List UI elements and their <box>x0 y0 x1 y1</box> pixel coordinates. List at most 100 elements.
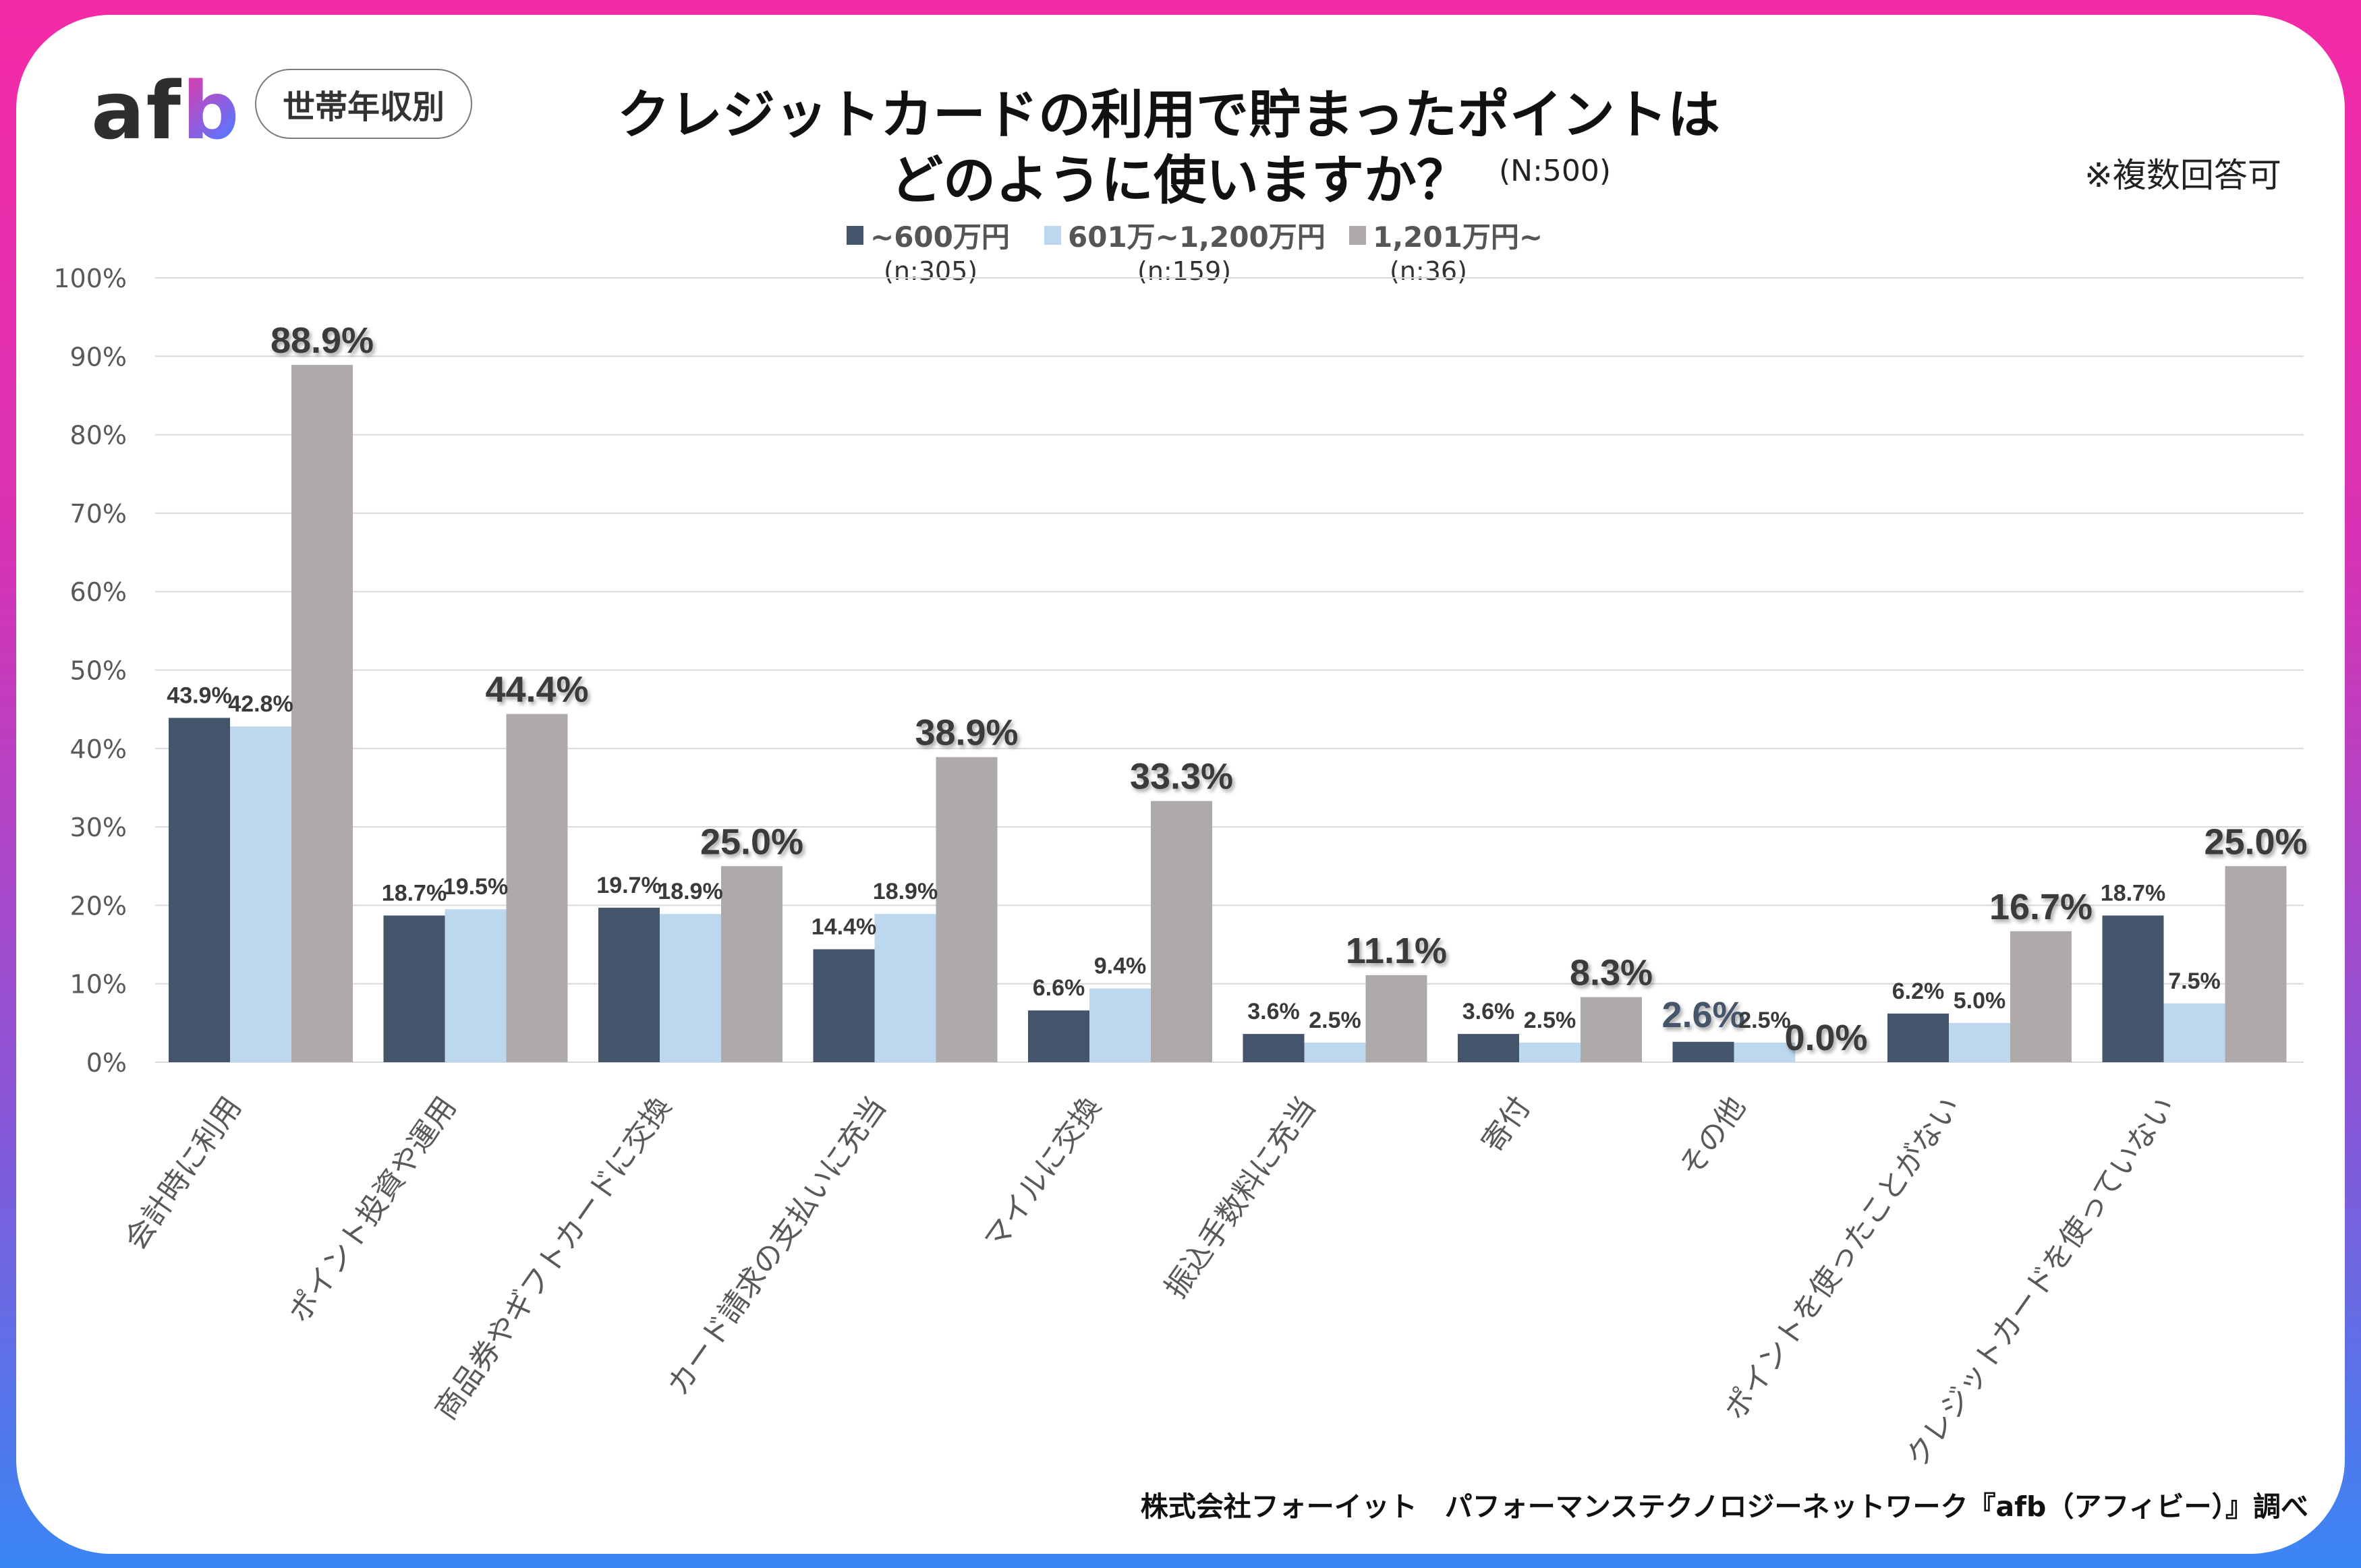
data-label: 11.1% <box>1346 931 1447 971</box>
data-label: 5.0% <box>1954 988 2006 1014</box>
data-label: 8.3% <box>1570 952 1653 993</box>
bar-3-3 <box>721 866 783 1062</box>
bar-3-2 <box>506 714 568 1062</box>
bar-1-2 <box>383 915 445 1062</box>
bar-1-5 <box>1028 1010 1089 1062</box>
y-tick-label: 50% <box>70 656 127 686</box>
bar-2-10 <box>2163 1003 2225 1062</box>
y-tick-label: 20% <box>70 891 127 921</box>
legend-item-series1: ~600万円 <box>847 214 1010 256</box>
data-label: 19.5% <box>443 874 508 900</box>
y-tick-label: 90% <box>70 342 127 372</box>
bar-2-6 <box>1304 1042 1366 1062</box>
bar-1-10 <box>2102 915 2164 1062</box>
y-tick-label: 60% <box>70 577 127 607</box>
data-label: 16.7% <box>1989 887 2093 927</box>
data-label: 6.6% <box>1033 975 1085 1001</box>
data-label: 3.6% <box>1462 999 1515 1024</box>
category-label: 振込手数料に充当 <box>1158 1091 1323 1305</box>
legend-swatch-series2 <box>1044 225 1061 245</box>
data-label: 43.9% <box>167 683 231 708</box>
bar-1-9 <box>1887 1013 1949 1062</box>
legend-label: ~600万円 <box>870 221 1010 254</box>
y-tick-label: 0% <box>86 1048 127 1078</box>
data-label: 25.0% <box>700 821 803 862</box>
bar-3-7 <box>1581 997 1642 1062</box>
bar-3-10 <box>2225 866 2287 1062</box>
bar-2-9 <box>1949 1022 2010 1062</box>
legend-n-series3: (n:36) <box>1390 256 1467 286</box>
multiple-answer-note: ※複数回答可 <box>2084 156 2281 195</box>
bar-1-6 <box>1243 1034 1305 1062</box>
category-label: ポイントを使ったことがない <box>1717 1091 1967 1426</box>
bar-1-3 <box>598 907 660 1062</box>
data-label: 0.0% <box>1784 1018 1867 1058</box>
bar-1-4 <box>813 949 875 1062</box>
bar-2-7 <box>1519 1042 1581 1062</box>
source-credit: 株式会社フォーイット パフォーマンステクノロジーネットワーク『afb（アフィビー… <box>1140 1490 2308 1523</box>
category-label: 会計時に利用 <box>118 1091 248 1256</box>
category-label: マイルに交換 <box>977 1091 1108 1256</box>
y-tick-label: 10% <box>70 970 127 999</box>
data-label: 2.5% <box>1309 1008 1361 1033</box>
y-tick-label: 30% <box>70 813 127 842</box>
legend-swatch-series1 <box>847 225 863 245</box>
bar-2-4 <box>874 914 936 1062</box>
bar-3-9 <box>2010 931 2072 1062</box>
data-label: 42.8% <box>228 691 293 717</box>
data-label: 33.3% <box>1130 757 1233 797</box>
bar-3-1 <box>291 365 353 1062</box>
bar-2-2 <box>445 909 507 1062</box>
category-label: 商品券やギフトカードに交換 <box>428 1091 678 1426</box>
data-label: 14.4% <box>812 914 876 940</box>
y-tick-label: 80% <box>70 421 127 451</box>
legend-swatch-series3 <box>1349 225 1366 245</box>
legend-item-series3: 1,201万円~ <box>1349 214 1543 256</box>
y-tick-label: 40% <box>70 734 127 764</box>
legend-n-series1: (n:305) <box>884 256 978 286</box>
bar-2-5 <box>1089 988 1151 1062</box>
legend-item-series2: 601万~1,200万円 <box>1044 214 1326 256</box>
bar-2-3 <box>660 914 721 1062</box>
category-label: 寄付 <box>1475 1091 1537 1159</box>
category-label: その他 <box>1673 1091 1752 1183</box>
data-label: 18.9% <box>873 879 938 904</box>
bar-1-8 <box>1672 1041 1734 1062</box>
data-label: 44.4% <box>485 670 588 710</box>
y-tick-label: 70% <box>70 499 127 529</box>
data-label: 18.7% <box>2101 881 2165 906</box>
legend-label: 601万~1,200万円 <box>1068 221 1326 254</box>
legend-label: 1,201万円~ <box>1373 221 1543 254</box>
category-label: カード請求の支払いに充当 <box>660 1091 893 1402</box>
sample-size: (N:500) <box>1499 154 1612 188</box>
chart-card <box>16 15 2345 1554</box>
bar-2-8 <box>1734 1042 1796 1062</box>
data-label: 6.2% <box>1892 979 1945 1004</box>
data-label: 9.4% <box>1094 954 1147 979</box>
data-label: 7.5% <box>2168 968 2221 994</box>
data-label: 25.0% <box>2204 821 2307 862</box>
data-label: 38.9% <box>915 713 1018 753</box>
legend-n-series2: (n:159) <box>1137 256 1232 286</box>
chart-title-line1: クレジットカードの利用で貯まったポイントは <box>617 85 1720 146</box>
chart-title-line2: どのように使いますか？ <box>890 150 1470 211</box>
data-label: 19.7% <box>596 873 661 898</box>
afb-logo: afb <box>91 71 240 150</box>
bar-3-4 <box>936 757 998 1062</box>
category-label: ポイント投資や運用 <box>282 1091 463 1329</box>
bar-1-1 <box>169 718 230 1062</box>
data-label: 2.5% <box>1524 1008 1576 1033</box>
logo-text: af <box>91 64 182 157</box>
data-label: 2.5% <box>1738 1008 1791 1033</box>
category-label: クレジットカードを使っていない <box>1900 1091 2182 1474</box>
bar-2-1 <box>230 726 291 1062</box>
logo-b-glyph: b <box>181 64 241 157</box>
segment-tag: 世帯年収別 <box>255 69 472 139</box>
data-label: 18.7% <box>382 881 447 906</box>
bar-1-7 <box>1458 1034 1519 1062</box>
bar-3-5 <box>1151 801 1212 1062</box>
y-tick-label: 100% <box>53 264 127 293</box>
data-label: 88.9% <box>271 320 374 361</box>
data-label: 18.9% <box>658 879 722 904</box>
